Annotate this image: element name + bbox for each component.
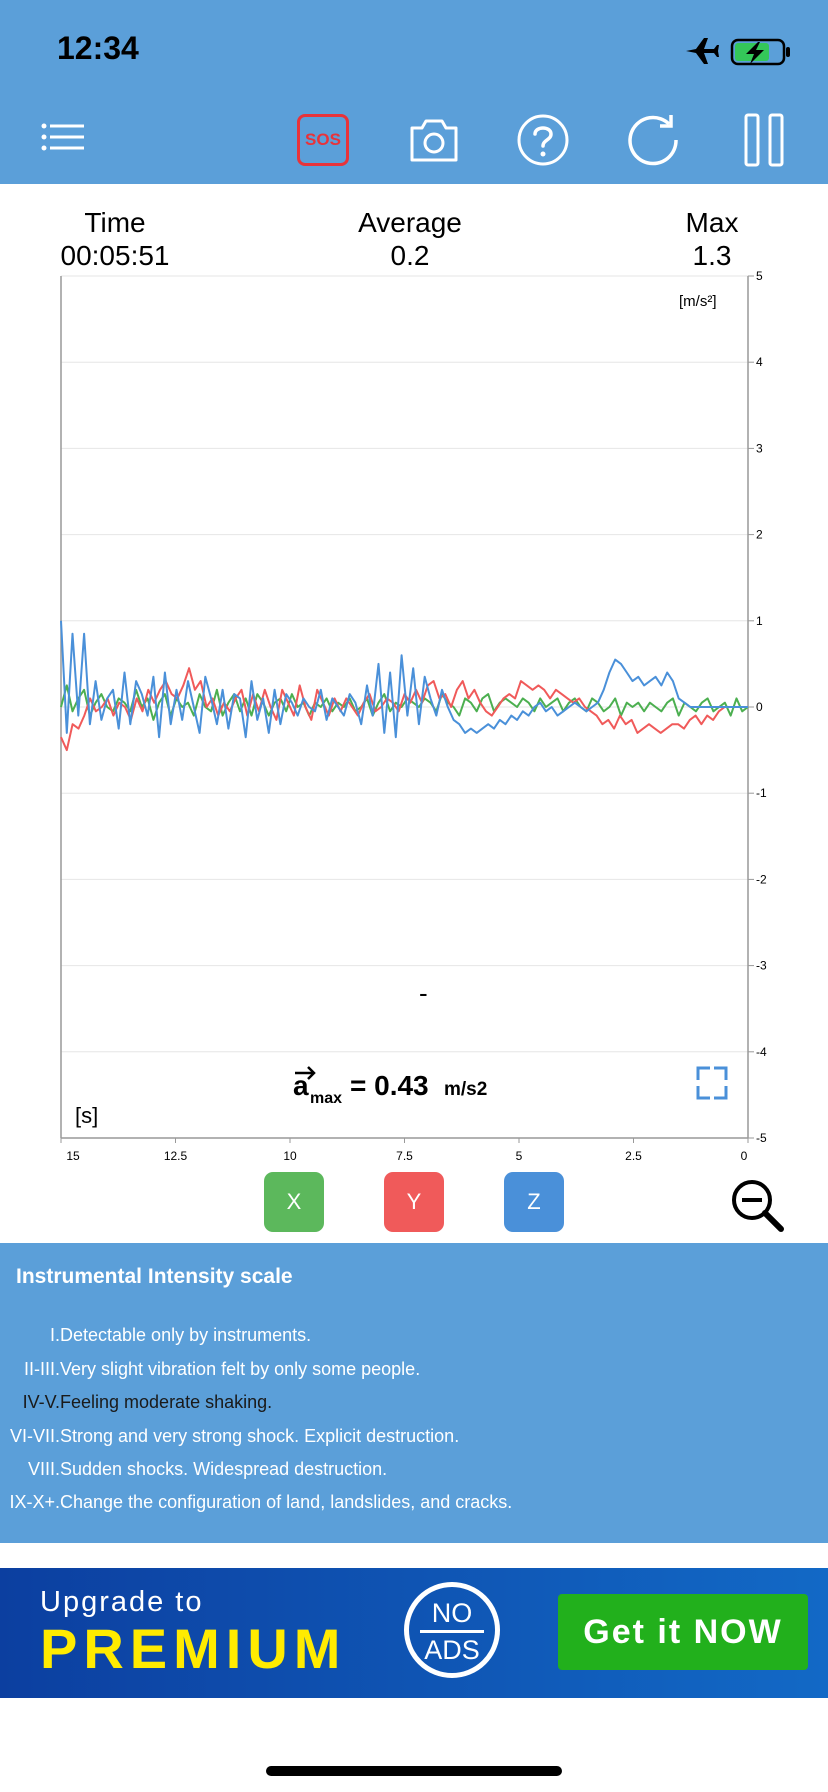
no-ads-badge: NO ADS (404, 1582, 500, 1678)
y-tick-label: 3 (756, 441, 763, 455)
refresh-icon[interactable] (625, 112, 681, 168)
home-indicator (266, 1766, 562, 1776)
scale-text: Change the configuration of land, landsl… (60, 1492, 513, 1512)
ads-text: ADS (424, 1635, 480, 1665)
zoom-out-icon[interactable] (730, 1178, 786, 1234)
x-unit-label: [s] (75, 1103, 98, 1128)
x-tick-label: 10 (283, 1149, 297, 1163)
amax-subscript: max (310, 1090, 342, 1107)
amax-value: = 0.43 (350, 1070, 429, 1101)
upgrade-to-text: Upgrade to (40, 1586, 204, 1618)
battery-icon (730, 38, 790, 66)
intensity-title: Instrumental Intensity scale (16, 1265, 293, 1288)
app-header: 12:34 SOS (0, 0, 828, 184)
camera-icon[interactable] (406, 112, 462, 168)
scale-row: IX-X+.Change the configuration of land, … (0, 1492, 512, 1513)
scale-level: IX-X+. (9, 1492, 60, 1512)
vector-arrow (295, 1066, 316, 1080)
x-tick-label: 2.5 (625, 1149, 642, 1163)
sos-button[interactable]: SOS (297, 114, 349, 166)
amax-symbol: a (293, 1070, 309, 1101)
dash-text: - (419, 978, 428, 1008)
y-tick-label: -4 (756, 1045, 767, 1059)
scale-level: VIII. (27, 1459, 60, 1479)
scale-level: VI-VII. (9, 1426, 60, 1446)
chart-grid (61, 275, 748, 1139)
premium-text: PREMIUM (40, 1617, 347, 1680)
menu-list-icon[interactable] (36, 112, 92, 168)
scale-row: VIII.Sudden shocks. Widespread destructi… (0, 1459, 387, 1480)
average-label: Average (358, 207, 462, 238)
series-lines (60, 620, 749, 752)
y-axis-toggle[interactable]: Y (384, 1172, 444, 1232)
y-ticks: 5 4 3 2 1 0 -1 -2 -3 -4 -5 (748, 270, 767, 1145)
help-icon[interactable] (515, 112, 571, 168)
fullscreen-icon[interactable] (696, 1066, 728, 1100)
series-line-z (60, 620, 748, 739)
y-tick-label: -2 (756, 872, 767, 886)
y-tick-label: 2 (756, 528, 763, 542)
x-tick-label: 15 (66, 1149, 80, 1163)
y-tick-label: 5 (756, 270, 763, 283)
max-stat: Max 1.3 (652, 206, 772, 272)
x-tick-label: 12.5 (164, 1149, 188, 1163)
scale-text: Detectable only by instruments. (60, 1325, 312, 1345)
max-value: 1.3 (692, 240, 732, 271)
x-tick-label: 0 (741, 1149, 748, 1163)
scale-text: Very slight vibration felt by only some … (60, 1359, 421, 1379)
intensity-scale-panel: Instrumental Intensity scale I.Detectabl… (0, 1243, 828, 1543)
scale-row: I.Detectable only by instruments. (0, 1325, 311, 1346)
scale-text: Feeling moderate shaking. (60, 1392, 273, 1412)
x-tick-label: 5 (516, 1149, 523, 1163)
scale-row: II-III.Very slight vibration felt by onl… (0, 1359, 420, 1380)
amax-readout: a max = 0.43 m/s2 (293, 1066, 487, 1107)
status-time: 12:34 (57, 30, 139, 66)
max-label: Max (685, 207, 739, 238)
x-axis-toggle[interactable]: X (264, 1172, 324, 1232)
sos-label: SOS (305, 130, 341, 149)
y-tick-label: 1 (756, 614, 763, 628)
scale-text: Strong and very strong shock. Explicit d… (60, 1426, 460, 1446)
scale-row: VI-VII.Strong and very strong shock. Exp… (0, 1426, 459, 1447)
y-tick-label: -5 (756, 1131, 767, 1145)
amax-unit: m/s2 (444, 1079, 487, 1100)
unit-label: [m/s²] (679, 293, 717, 310)
stats-panel: Time 00:05:51 Average 0.2 Max 1.3 (0, 184, 828, 276)
scale-level: I. (49, 1325, 60, 1345)
y-tick-label: -3 (756, 959, 767, 973)
status-icons (686, 38, 790, 66)
get-it-now-button[interactable]: Get it NOW (558, 1594, 808, 1670)
average-value: 0.2 (390, 240, 430, 271)
x-tick-label: 7.5 (396, 1149, 413, 1163)
airplane-icon (686, 38, 719, 64)
y-tick-label: 0 (756, 700, 763, 714)
z-axis-toggle[interactable]: Z (504, 1172, 564, 1232)
x-ticks: 15 12.5 10 7.5 5 2.5 0 (60, 1138, 749, 1163)
y-tick-label: -1 (756, 786, 767, 800)
scale-level: II-III. (24, 1359, 60, 1379)
scale-text: Sudden shocks. Widespread destruction. (60, 1459, 388, 1479)
pause-icon[interactable] (736, 112, 792, 168)
no-text: NO (431, 1598, 473, 1628)
scale-level: IV-V. (22, 1392, 60, 1412)
average-stat: Average 0.2 (340, 206, 480, 272)
scale-row: IV-V.Feeling moderate shaking. (0, 1392, 273, 1413)
time-label: Time (84, 207, 146, 238)
premium-banner[interactable]: Upgrade to PREMIUM NO ADS Get it NOW (0, 1568, 828, 1698)
y-tick-label: 4 (756, 355, 763, 369)
time-value: 00:05:51 (60, 240, 170, 271)
badge-divider (420, 1630, 484, 1633)
time-stat: Time 00:05:51 (45, 206, 185, 272)
